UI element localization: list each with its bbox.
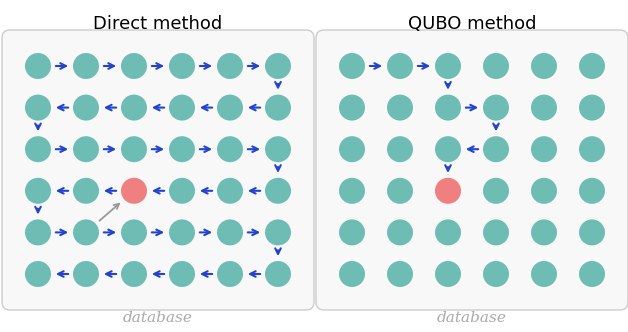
- Circle shape: [483, 95, 509, 121]
- Circle shape: [265, 178, 291, 204]
- Circle shape: [265, 219, 291, 245]
- Circle shape: [265, 136, 291, 162]
- Circle shape: [73, 136, 99, 162]
- Circle shape: [483, 261, 509, 287]
- Circle shape: [25, 219, 51, 245]
- Circle shape: [339, 178, 365, 204]
- Circle shape: [217, 95, 243, 121]
- Circle shape: [435, 219, 461, 245]
- Circle shape: [483, 53, 509, 79]
- Circle shape: [217, 261, 243, 287]
- Circle shape: [73, 261, 99, 287]
- Circle shape: [339, 136, 365, 162]
- Circle shape: [339, 53, 365, 79]
- Circle shape: [169, 219, 195, 245]
- Circle shape: [531, 95, 557, 121]
- FancyBboxPatch shape: [2, 30, 314, 310]
- Circle shape: [387, 95, 413, 121]
- Circle shape: [531, 53, 557, 79]
- Circle shape: [531, 219, 557, 245]
- Circle shape: [579, 178, 605, 204]
- Circle shape: [73, 219, 99, 245]
- Circle shape: [121, 136, 147, 162]
- Circle shape: [121, 178, 147, 204]
- Circle shape: [217, 136, 243, 162]
- Circle shape: [73, 178, 99, 204]
- Circle shape: [531, 261, 557, 287]
- Circle shape: [169, 53, 195, 79]
- Circle shape: [25, 53, 51, 79]
- Circle shape: [265, 53, 291, 79]
- Circle shape: [121, 219, 147, 245]
- Circle shape: [579, 261, 605, 287]
- Text: Direct method: Direct method: [94, 15, 222, 33]
- Circle shape: [435, 95, 461, 121]
- Circle shape: [25, 178, 51, 204]
- Circle shape: [121, 261, 147, 287]
- Circle shape: [121, 53, 147, 79]
- Circle shape: [339, 95, 365, 121]
- Circle shape: [387, 261, 413, 287]
- Circle shape: [217, 219, 243, 245]
- Circle shape: [169, 178, 195, 204]
- FancyBboxPatch shape: [316, 30, 628, 310]
- Circle shape: [387, 53, 413, 79]
- Circle shape: [579, 53, 605, 79]
- Text: database: database: [437, 311, 507, 325]
- Circle shape: [483, 219, 509, 245]
- Circle shape: [169, 136, 195, 162]
- Text: QUBO method: QUBO method: [408, 15, 536, 33]
- Circle shape: [579, 95, 605, 121]
- Circle shape: [387, 219, 413, 245]
- Text: database: database: [123, 311, 193, 325]
- Circle shape: [339, 261, 365, 287]
- Circle shape: [387, 136, 413, 162]
- Circle shape: [25, 136, 51, 162]
- Circle shape: [73, 53, 99, 79]
- Circle shape: [265, 95, 291, 121]
- Circle shape: [435, 178, 461, 204]
- Circle shape: [579, 219, 605, 245]
- Circle shape: [73, 95, 99, 121]
- Circle shape: [265, 261, 291, 287]
- Circle shape: [531, 136, 557, 162]
- Circle shape: [435, 53, 461, 79]
- Circle shape: [25, 95, 51, 121]
- Circle shape: [169, 261, 195, 287]
- Circle shape: [121, 95, 147, 121]
- Circle shape: [435, 261, 461, 287]
- Circle shape: [387, 178, 413, 204]
- Circle shape: [217, 53, 243, 79]
- Circle shape: [339, 219, 365, 245]
- Circle shape: [483, 178, 509, 204]
- Circle shape: [483, 136, 509, 162]
- Circle shape: [435, 136, 461, 162]
- Circle shape: [217, 178, 243, 204]
- Circle shape: [169, 95, 195, 121]
- Circle shape: [25, 261, 51, 287]
- Circle shape: [531, 178, 557, 204]
- Circle shape: [579, 136, 605, 162]
